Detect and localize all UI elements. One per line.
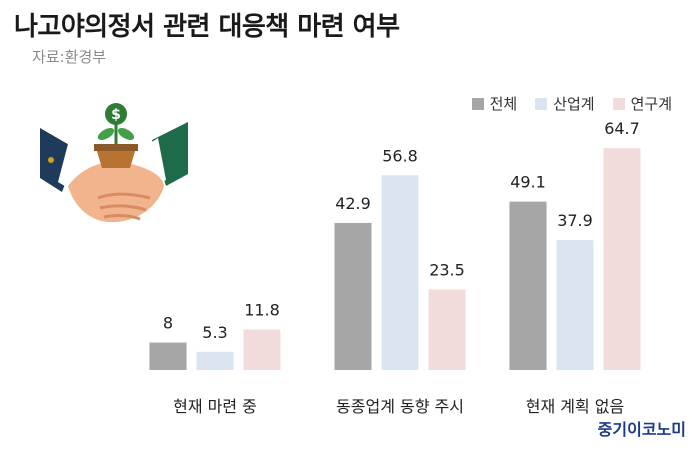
value-label-1-2: 37.9 <box>557 211 593 230</box>
bar-1-1 <box>381 175 419 370</box>
category-label-1: 동종업계 동향 주시 <box>336 397 464 416</box>
legend-label-industry: 산업계 <box>553 95 595 113</box>
bar-0-1 <box>334 222 372 370</box>
legend-label-research: 연구계 <box>630 95 672 113</box>
bar-0-0 <box>149 342 187 370</box>
chart-legend: 전체 산업계 연구계 <box>471 93 672 114</box>
value-label-0-2: 49.1 <box>510 173 546 192</box>
legend-swatch-total <box>471 97 484 110</box>
category-label-0: 현재 마련 중 <box>173 397 257 416</box>
bar-1-2 <box>556 240 594 370</box>
value-label-1-0: 5.3 <box>202 323 227 342</box>
legend-swatch-industry <box>535 97 548 110</box>
bar-2-2 <box>603 148 641 370</box>
value-label-0-1: 42.9 <box>335 194 371 213</box>
page-title: 나고야의정서 관련 대응책 마련 여부 <box>14 12 400 42</box>
bar-1-0 <box>196 351 234 370</box>
svg-text:$: $ <box>111 107 121 123</box>
value-label-2-2: 64.7 <box>604 119 640 138</box>
legend-item-industry: 산업계 <box>535 93 595 114</box>
legend-item-total: 전체 <box>471 93 518 114</box>
category-label-2: 현재 계획 없음 <box>526 397 625 416</box>
handshake-money-plant-icon: $ <box>40 103 188 223</box>
value-label-1-1: 56.8 <box>382 146 418 165</box>
legend-label-total: 전체 <box>489 95 518 113</box>
brand-logo: 중기이코노미 <box>597 420 686 439</box>
legend-item-research: 연구계 <box>612 93 672 114</box>
legend-swatch-research <box>612 97 625 110</box>
source-label: 자료:환경부 <box>32 48 107 66</box>
bar-2-1 <box>428 289 466 370</box>
value-label-2-1: 23.5 <box>429 260 465 279</box>
value-label-2-0: 11.8 <box>244 301 280 320</box>
bar-0-2 <box>509 201 547 370</box>
bar-2-0 <box>243 329 281 370</box>
value-label-0-0: 8 <box>163 314 173 333</box>
